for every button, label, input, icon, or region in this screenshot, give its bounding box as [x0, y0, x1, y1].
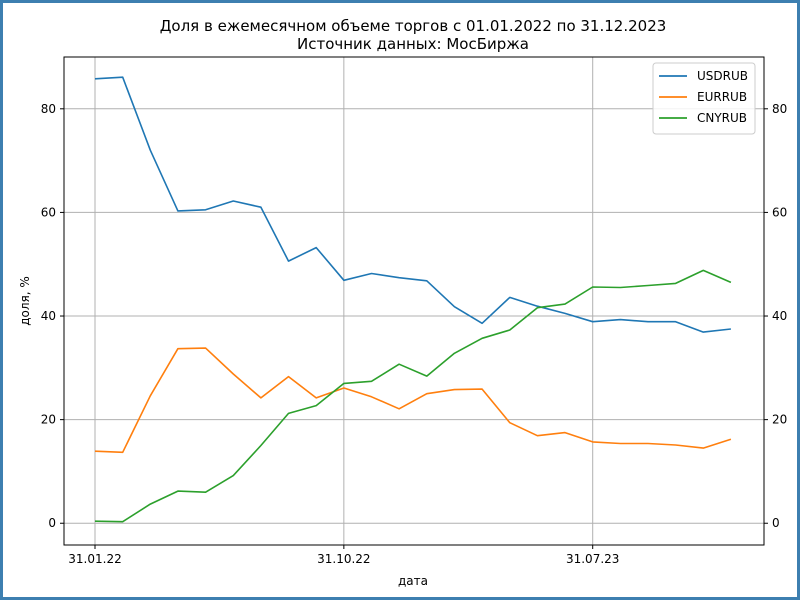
y-tick-label: 40	[41, 309, 56, 323]
plot-area-frame	[63, 56, 765, 546]
y-right-tick-label: 40	[772, 309, 787, 323]
legend-label: CNYRUB	[697, 111, 747, 125]
y-right-tick-label: 60	[772, 205, 787, 219]
y-right-tick-label: 20	[772, 413, 787, 427]
line-chart: Доля в ежемесячном объеме торгов с 01.01…	[18, 17, 788, 588]
x-tick-label: 31.07.23	[566, 552, 619, 566]
y-tick-label: 20	[41, 413, 56, 427]
axis-ticks: 0 0 20 20 40 40 60 60 80 80 31.01.22 31.10.22 31.07.…	[41, 102, 788, 566]
legend-box	[652, 62, 756, 135]
chart-title: Доля в ежемесячном объеме торгов с 01.01…	[160, 17, 667, 35]
series-line-usdrub	[94, 76, 731, 333]
x-tick-label: 31.01.22	[68, 552, 121, 566]
y-right-tick-label: 0	[772, 516, 780, 530]
x-tick-label: 31.10.22	[317, 552, 370, 566]
y-tick-label: 60	[41, 205, 56, 219]
y-tick-label: 80	[41, 102, 56, 116]
legend-label: EURRUB	[697, 90, 747, 104]
grid-lines	[64, 57, 764, 545]
y-right-tick-label: 80	[772, 102, 787, 116]
series-layer	[94, 76, 732, 523]
legend-label: USDRUB	[697, 69, 748, 83]
series-line-cnyrub	[94, 269, 732, 523]
chart-subtitle: Источник данных: МосБиржа	[297, 35, 529, 53]
series-line-eurrub	[94, 347, 732, 454]
y-tick-label: 0	[48, 516, 56, 530]
legend: USDRUB EURRUB CNYRUB	[652, 62, 756, 135]
x-axis-label: дата	[398, 574, 428, 588]
y-axis-label: доля, %	[18, 276, 32, 326]
